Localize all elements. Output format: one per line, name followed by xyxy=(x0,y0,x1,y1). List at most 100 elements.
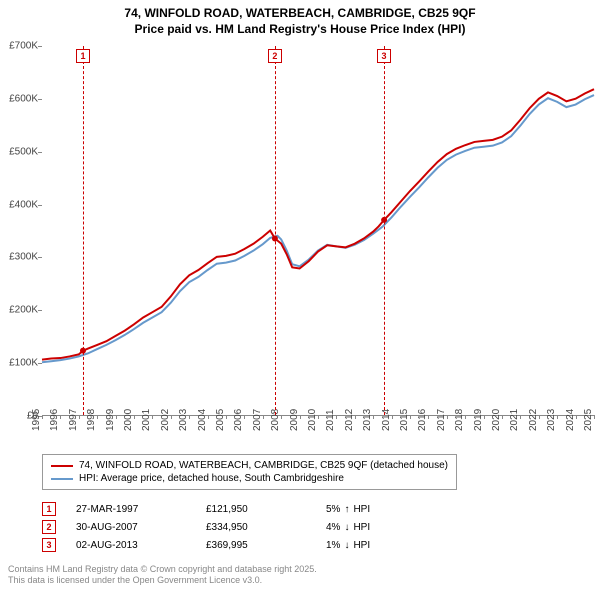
event-marker-box: 1 xyxy=(76,49,90,63)
xtick-mark xyxy=(263,415,264,419)
xtick-mark xyxy=(60,415,61,419)
series-line xyxy=(42,89,594,359)
xtick-label: 2019 xyxy=(472,409,483,431)
ytick-label: £500K xyxy=(9,146,38,157)
xtick-mark xyxy=(502,415,503,419)
event-marker-box: 3 xyxy=(377,49,391,63)
xtick-label: 2014 xyxy=(380,409,391,431)
legend-item: HPI: Average price, detached house, Sout… xyxy=(51,472,448,485)
title-line-1: 74, WINFOLD ROAD, WATERBEACH, CAMBRIDGE,… xyxy=(0,6,600,22)
xtick-label: 2017 xyxy=(436,409,447,431)
xtick-mark xyxy=(594,415,595,419)
event-row: 2 30-AUG-2007£334,9504%↓HPI xyxy=(42,518,446,536)
ytick-label: £400K xyxy=(9,199,38,210)
series-line xyxy=(42,95,594,362)
xtick-label: 2009 xyxy=(288,409,299,431)
legend-box: 74, WINFOLD ROAD, WATERBEACH, CAMBRIDGE,… xyxy=(42,454,457,490)
xtick-label: 2020 xyxy=(491,409,502,431)
ytick-mark xyxy=(38,205,42,206)
xtick-mark xyxy=(134,415,135,419)
xtick-mark xyxy=(189,415,190,419)
xtick-label: 2013 xyxy=(362,409,373,431)
footer-line: Contains HM Land Registry data © Crown c… xyxy=(8,564,317,575)
xtick-label: 2004 xyxy=(196,409,207,431)
xtick-mark xyxy=(428,415,429,419)
xtick-label: 2016 xyxy=(417,409,428,431)
xtick-label: 2011 xyxy=(326,409,337,431)
xtick-label: 2007 xyxy=(252,409,263,431)
event-row: 3 02-AUG-2013£369,9951%↓HPI xyxy=(42,536,446,554)
legend-swatch xyxy=(51,465,73,467)
xtick-label: 2015 xyxy=(399,409,410,431)
event-marker-box: 2 xyxy=(268,49,282,63)
event-date: 30-AUG-2007 xyxy=(76,522,206,533)
xtick-label: 2010 xyxy=(307,409,318,431)
footer-line: This data is licensed under the Open Gov… xyxy=(8,575,317,586)
xtick-mark xyxy=(539,415,540,419)
event-pct: 5%↑HPI xyxy=(326,504,446,515)
xtick-mark xyxy=(171,415,172,419)
xtick-label: 2023 xyxy=(546,409,557,431)
event-date: 02-AUG-2013 xyxy=(76,540,206,551)
event-index-box: 1 xyxy=(42,502,56,516)
xtick-label: 2005 xyxy=(215,409,226,431)
arrow-icon: ↓ xyxy=(344,540,349,551)
event-row: 1 27-MAR-1997£121,9505%↑HPI xyxy=(42,500,446,518)
xtick-label: 1999 xyxy=(104,409,115,431)
ytick-label: £100K xyxy=(9,358,38,369)
legend-item: 74, WINFOLD ROAD, WATERBEACH, CAMBRIDGE,… xyxy=(51,459,448,472)
xtick-label: 2025 xyxy=(583,409,594,431)
event-pct: 1%↓HPI xyxy=(326,540,446,551)
xtick-mark xyxy=(355,415,356,419)
xtick-label: 1995 xyxy=(31,409,42,431)
xtick-mark xyxy=(97,415,98,419)
xtick-mark xyxy=(318,415,319,419)
ytick-label: £600K xyxy=(9,93,38,104)
xtick-mark xyxy=(152,415,153,419)
xtick-mark xyxy=(520,415,521,419)
ytick-label: £700K xyxy=(9,41,38,52)
xtick-label: 1997 xyxy=(68,409,79,431)
arrow-icon: ↑ xyxy=(344,504,349,515)
arrow-icon: ↓ xyxy=(344,522,349,533)
ytick-mark xyxy=(38,257,42,258)
ytick-label: £300K xyxy=(9,252,38,263)
xtick-mark xyxy=(244,415,245,419)
event-vline xyxy=(384,46,385,415)
event-price: £334,950 xyxy=(206,522,326,533)
xtick-mark xyxy=(447,415,448,419)
xtick-label: 2024 xyxy=(564,409,575,431)
ytick-mark xyxy=(38,152,42,153)
event-table: 1 27-MAR-1997£121,9505%↑HPI 2 30-AUG-2007£3… xyxy=(42,500,446,554)
xtick-label: 2012 xyxy=(344,409,355,431)
xtick-mark xyxy=(557,415,558,419)
event-index-box: 3 xyxy=(42,538,56,552)
title-line-2: Price paid vs. HM Land Registry's House … xyxy=(0,22,600,38)
xtick-mark xyxy=(410,415,411,419)
event-date: 27-MAR-1997 xyxy=(76,504,206,515)
xtick-label: 2021 xyxy=(509,409,520,431)
title-block: 74, WINFOLD ROAD, WATERBEACH, CAMBRIDGE,… xyxy=(0,0,600,37)
xtick-mark xyxy=(42,415,43,419)
xtick-mark xyxy=(226,415,227,419)
event-price: £369,995 xyxy=(206,540,326,551)
chart-plot-area: £0£100K£200K£300K£400K£500K£600K£700K199… xyxy=(42,46,594,416)
legend-label: HPI: Average price, detached house, Sout… xyxy=(79,473,344,484)
xtick-label: 1996 xyxy=(49,409,60,431)
legend-swatch xyxy=(51,478,73,480)
event-index-box: 2 xyxy=(42,520,56,534)
xtick-mark xyxy=(79,415,80,419)
xtick-label: 1998 xyxy=(86,409,97,431)
event-price: £121,950 xyxy=(206,504,326,515)
xtick-label: 2001 xyxy=(141,409,152,431)
chart-container: 74, WINFOLD ROAD, WATERBEACH, CAMBRIDGE,… xyxy=(0,0,600,590)
xtick-label: 2006 xyxy=(233,409,244,431)
ytick-mark xyxy=(38,363,42,364)
xtick-label: 2018 xyxy=(454,409,465,431)
event-pct: 4%↓HPI xyxy=(326,522,446,533)
ytick-mark xyxy=(38,46,42,47)
xtick-mark xyxy=(373,415,374,419)
event-vline xyxy=(275,46,276,415)
xtick-label: 2022 xyxy=(528,409,539,431)
ytick-mark xyxy=(38,310,42,311)
